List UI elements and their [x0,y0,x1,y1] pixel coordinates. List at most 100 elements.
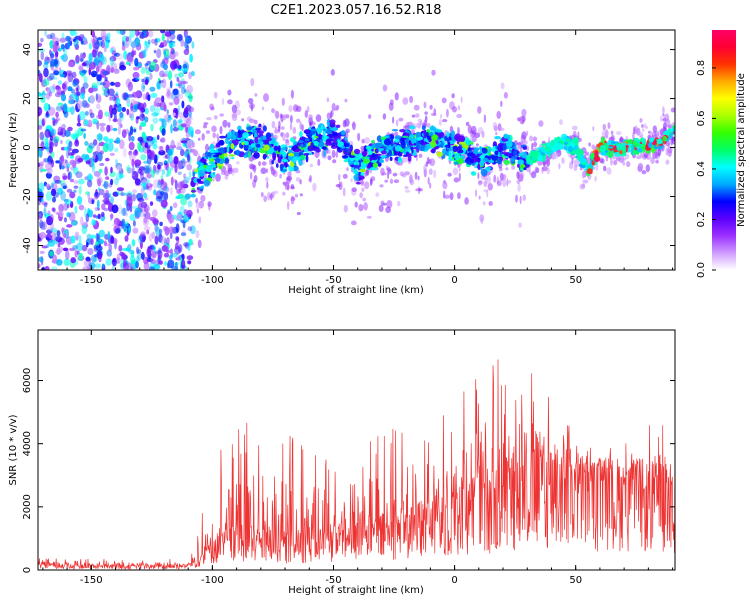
halo-blob [456,113,463,119]
noise-blob [78,185,82,195]
halo-blob [224,175,229,180]
colorbar-gradient [712,30,736,270]
halo-blob [515,194,518,203]
ridge-blob [642,143,646,151]
noise-blob [151,169,155,178]
halo-blob [382,113,387,120]
noise-blob [128,52,132,57]
noise-blob [166,169,171,177]
halo-blob [394,131,399,137]
halo-blob [481,130,485,138]
halo-blob [395,119,399,127]
noise-blob [49,213,54,223]
noise-blob [188,110,192,119]
noise-blob [81,69,88,74]
halo-blob [351,187,358,193]
noise-blob [110,166,113,174]
halo-blob [222,119,228,128]
halo-blob [474,132,481,138]
halo-blob [404,171,410,176]
ridge-blob [354,157,360,162]
spectrogram-x-ticks: -150 -100 -50 0 50 [42,30,674,286]
noise-blob [187,243,191,252]
noise-blob [98,109,103,120]
halo-blob [642,128,645,132]
noise-blob [60,154,64,162]
ridge-blob [226,147,230,153]
halo-blob [386,199,393,209]
noise-blob [146,155,152,165]
noise-blob [99,53,104,62]
noise-blob [157,179,161,186]
halo-blob [418,153,423,158]
noise-blob [174,180,178,190]
noise-blob [131,158,135,167]
noise-blob [140,66,146,74]
noise-blob [167,149,173,156]
noise-blob [183,173,187,179]
noise-blob [175,195,181,200]
halo-blob [289,122,293,131]
snr-y-axis-label: SNR (10 * v/v) [8,414,19,485]
figure-title: C2E1.2023.057.16.52.R18 [270,3,441,18]
ridge-blob [467,147,471,152]
noise-blob [164,261,167,266]
halo-blob [530,171,537,179]
ridge-blob [394,145,402,152]
halo-blob [271,120,276,129]
noise-blob [60,127,67,138]
ridge-blob [522,146,527,150]
noise-blob [55,259,63,266]
noise-blob [46,34,53,40]
ridge-blob [330,127,338,132]
noise-blob [132,227,139,234]
noise-blob [130,135,135,142]
ridge-blob [231,156,235,160]
halo-blob [296,105,302,113]
halo-blob [427,176,430,185]
noise-blob [110,178,114,186]
halo-blob [206,117,212,121]
ridge-blob [480,168,488,176]
halo-blob [573,159,580,167]
noise-blob [39,221,46,230]
noise-blob [41,118,46,127]
noise-blob [142,93,147,101]
noise-blob [152,117,159,124]
noise-blob [140,153,147,161]
halo-blob [442,181,448,190]
noise-blob [188,170,192,180]
noise-blob [168,102,174,106]
halo-blob [506,178,509,187]
noise-blob [86,241,89,248]
noise-blob [71,71,77,79]
ridge-blob [430,126,437,131]
noise-blob [66,188,73,193]
halo-blob [458,172,461,182]
noise-blob [170,186,173,196]
ridge-blob [473,148,478,156]
noise-blob [126,61,130,66]
halo-blob [219,125,223,135]
ridge-blob [311,128,316,132]
noise-blob [38,70,41,74]
ridge-blob [390,138,394,147]
noise-blob [134,207,142,218]
noise-blob [62,103,68,112]
noise-blob [140,146,146,151]
ridge-blob [257,130,264,135]
noise-blob [116,30,124,35]
ridge-blob [284,161,288,168]
noise-blob [139,125,142,131]
halo-blob [467,124,472,134]
noise-blob [155,226,161,236]
halo-blob [478,195,481,200]
snr-frame [37,329,676,571]
noise-blob [176,188,182,194]
halo-blob [282,132,286,141]
noise-blob [76,84,80,93]
noise-blob [136,38,140,46]
ridge-blob [454,152,461,161]
noise-blob [87,209,94,218]
noise-blob [40,51,45,61]
